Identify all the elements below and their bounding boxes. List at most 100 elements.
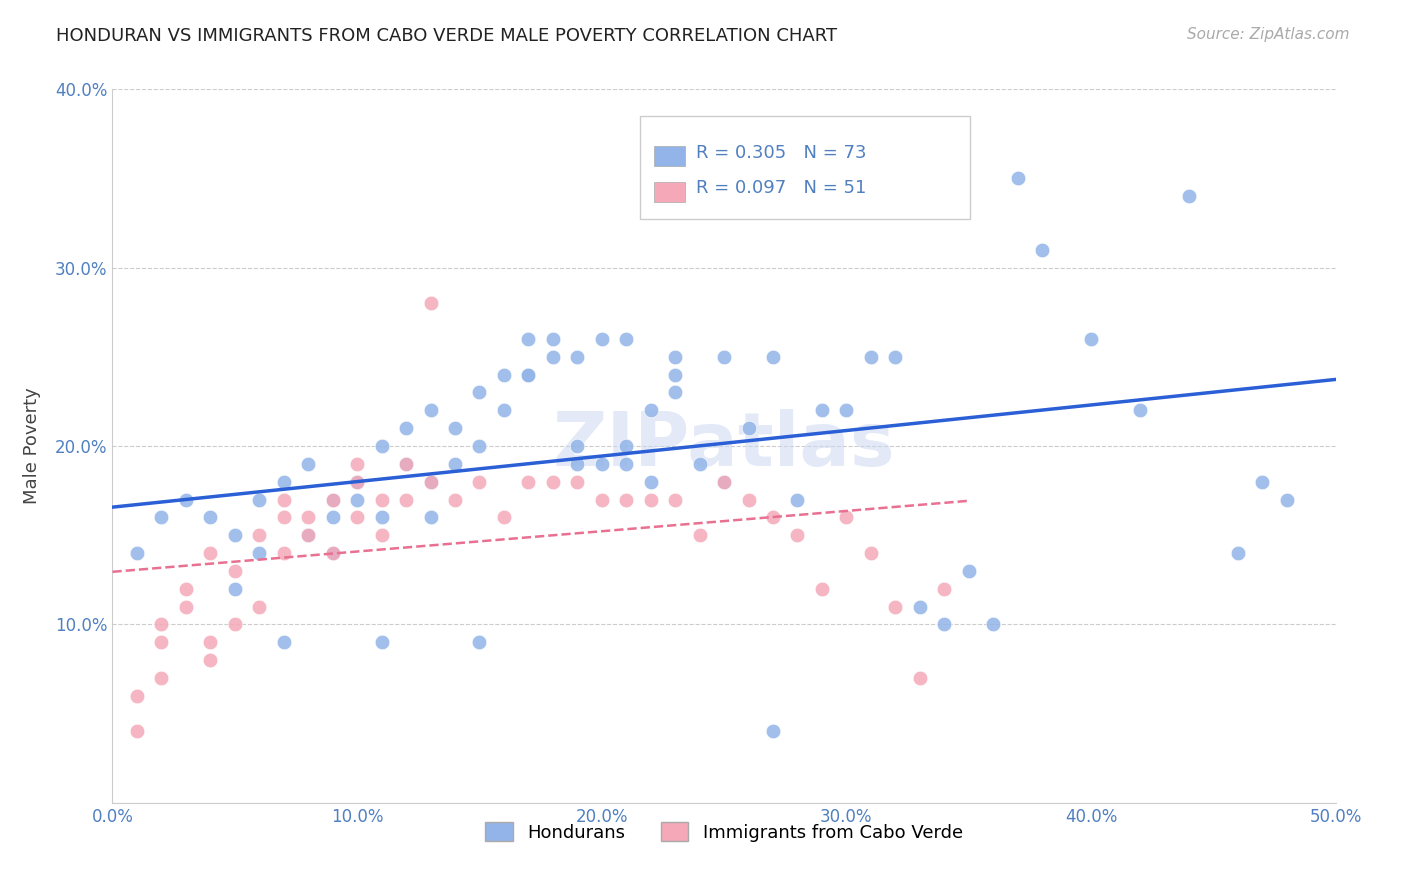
Point xyxy=(1080,332,1102,346)
Point xyxy=(762,724,785,739)
Point xyxy=(468,439,491,453)
Point xyxy=(689,528,711,542)
Point xyxy=(395,457,418,471)
Point xyxy=(322,546,344,560)
Point xyxy=(541,475,564,489)
Point xyxy=(224,564,246,578)
Text: R = 0.097   N = 51: R = 0.097 N = 51 xyxy=(696,179,866,197)
Point xyxy=(689,457,711,471)
Point xyxy=(859,350,882,364)
Point xyxy=(346,475,368,489)
Point xyxy=(370,528,392,542)
Point xyxy=(297,510,319,524)
Point xyxy=(541,350,564,364)
Point xyxy=(125,689,148,703)
Point xyxy=(370,439,392,453)
Point xyxy=(468,385,491,400)
Point xyxy=(419,475,441,489)
Point xyxy=(713,350,735,364)
Point xyxy=(322,492,344,507)
Point xyxy=(1129,403,1152,417)
Point xyxy=(419,475,441,489)
Point xyxy=(370,510,392,524)
Point xyxy=(247,599,270,614)
Point xyxy=(981,617,1004,632)
Point xyxy=(247,492,270,507)
Point xyxy=(517,368,540,382)
Point xyxy=(297,528,319,542)
Point xyxy=(444,492,467,507)
Point xyxy=(1226,546,1249,560)
Point xyxy=(224,528,246,542)
Point xyxy=(664,492,686,507)
Point xyxy=(322,492,344,507)
Point xyxy=(273,635,295,649)
Point xyxy=(1031,243,1053,257)
Point xyxy=(541,332,564,346)
Point xyxy=(934,582,956,596)
Y-axis label: Male Poverty: Male Poverty xyxy=(24,388,41,504)
Point xyxy=(786,528,808,542)
Point xyxy=(567,457,589,471)
Point xyxy=(762,350,785,364)
Point xyxy=(664,350,686,364)
Point xyxy=(444,457,467,471)
Point xyxy=(614,457,637,471)
Point xyxy=(322,510,344,524)
Point xyxy=(370,492,392,507)
Point xyxy=(444,421,467,435)
Point xyxy=(297,457,319,471)
Point xyxy=(884,350,907,364)
Point xyxy=(150,635,173,649)
Point xyxy=(273,492,295,507)
Point xyxy=(273,546,295,560)
Point xyxy=(224,617,246,632)
Point xyxy=(614,332,637,346)
Point xyxy=(517,368,540,382)
Point xyxy=(395,457,418,471)
Point xyxy=(346,510,368,524)
Point xyxy=(346,492,368,507)
Point xyxy=(640,403,662,417)
Point xyxy=(174,599,197,614)
Point xyxy=(567,350,589,364)
Point xyxy=(1251,475,1274,489)
Point xyxy=(419,296,441,310)
Point xyxy=(370,635,392,649)
Point xyxy=(224,582,246,596)
Point xyxy=(492,403,515,417)
Point xyxy=(297,528,319,542)
Point xyxy=(395,492,418,507)
Point xyxy=(640,475,662,489)
Point xyxy=(713,475,735,489)
Point xyxy=(908,599,931,614)
Point xyxy=(346,475,368,489)
Point xyxy=(664,385,686,400)
Point xyxy=(786,492,808,507)
Point xyxy=(614,492,637,507)
Point xyxy=(591,457,613,471)
Point xyxy=(957,564,980,578)
Point xyxy=(517,332,540,346)
Point xyxy=(419,403,441,417)
Point xyxy=(200,635,222,649)
Point xyxy=(492,368,515,382)
Point xyxy=(200,510,222,524)
Point xyxy=(664,368,686,382)
Point xyxy=(200,546,222,560)
Text: Source: ZipAtlas.com: Source: ZipAtlas.com xyxy=(1187,27,1350,42)
Point xyxy=(247,546,270,560)
Point xyxy=(150,510,173,524)
Point xyxy=(322,546,344,560)
Point xyxy=(419,510,441,524)
Point xyxy=(934,617,956,632)
Text: R = 0.305   N = 73: R = 0.305 N = 73 xyxy=(696,144,866,161)
Point xyxy=(150,617,173,632)
Point xyxy=(1007,171,1029,186)
Point xyxy=(346,457,368,471)
Point xyxy=(468,635,491,649)
Point xyxy=(273,475,295,489)
Point xyxy=(174,582,197,596)
Point xyxy=(125,724,148,739)
Point xyxy=(200,653,222,667)
